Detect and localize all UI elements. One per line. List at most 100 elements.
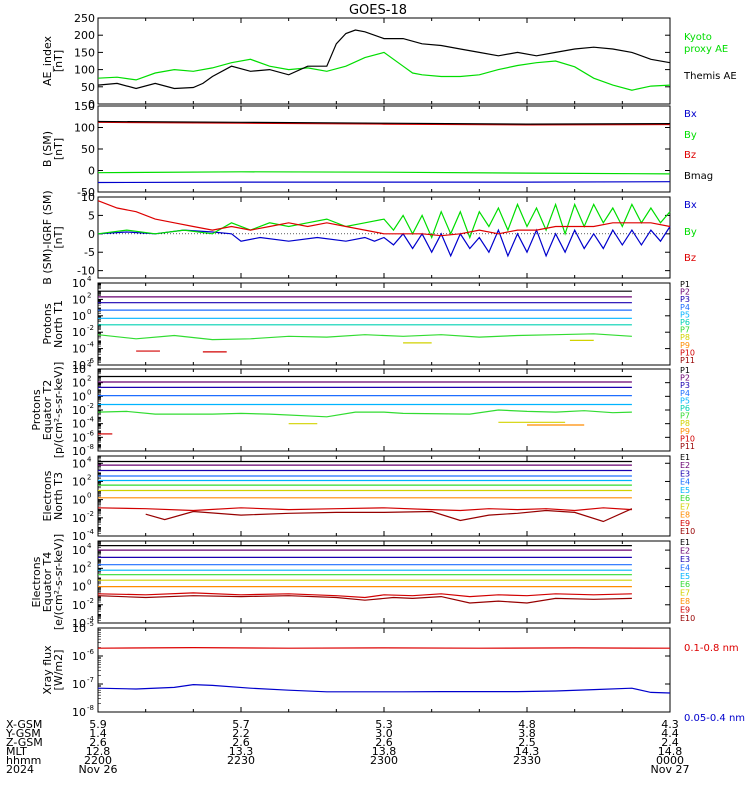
legend-label: Bx xyxy=(684,200,697,211)
time-axis-value: Nov 26 xyxy=(79,763,118,776)
legend-label: P2 xyxy=(680,374,690,383)
y-tick-label: 150 xyxy=(74,46,95,59)
y-tick-label: 10 xyxy=(72,530,86,543)
legend-label: E9 xyxy=(680,606,690,615)
time-axis-value: 12.8 xyxy=(86,745,111,758)
legend-label: E4 xyxy=(680,478,690,487)
y-tick-label: 0 xyxy=(88,165,95,178)
series-line-E10 xyxy=(145,508,633,523)
ae-frame xyxy=(97,17,671,105)
legend-label: P8 xyxy=(680,419,690,428)
time-axis-row-label: 2024 xyxy=(6,763,34,776)
y-axis-label: B (SM) xyxy=(41,131,54,167)
y-tick-exponent: 2 xyxy=(87,560,91,568)
series-line-By xyxy=(97,202,671,240)
time-axis-value: 2200 xyxy=(84,754,112,767)
y-tick-exponent: 0 xyxy=(87,388,91,396)
y-tick-label: -50 xyxy=(77,186,95,199)
legend-label: E10 xyxy=(680,527,695,536)
y-tick-exponent: -2 xyxy=(87,510,94,518)
series-line-0-1-0-8-nm xyxy=(97,646,671,649)
time-axis-row-label: Y-GSM xyxy=(5,727,41,740)
legend-label: E1 xyxy=(680,453,690,462)
legend-label: Themis AE xyxy=(683,71,737,82)
series-line-0-05-0-4-nm xyxy=(97,683,671,694)
time-axis-value: 2.4 xyxy=(661,736,679,749)
legend-label: E9 xyxy=(680,519,690,528)
y-tick-exponent: 2 xyxy=(87,291,91,299)
y-tick-exponent: -2 xyxy=(87,597,94,605)
series-line-E10 xyxy=(97,595,632,604)
legend-label: P11 xyxy=(680,442,695,451)
legend-label: Bmag xyxy=(684,171,713,182)
y-tick-exponent: -6 xyxy=(87,648,95,656)
series-line-Bmag xyxy=(97,120,671,125)
legend-label: E7 xyxy=(680,502,690,511)
y-tick-exponent: -4 xyxy=(87,528,95,536)
legend-label: Kyoto xyxy=(684,32,712,43)
legend-label: P6 xyxy=(680,318,690,327)
y-tick-exponent: -8 xyxy=(87,704,94,712)
y-axis-label: [W/m2] xyxy=(52,650,65,691)
y-tick-label: 10 xyxy=(72,390,86,403)
plot-title: GOES-18 xyxy=(349,3,407,18)
y-tick-label: 5 xyxy=(88,209,95,222)
legend-label: 0.1-0.8 nm xyxy=(684,643,739,654)
y-tick-label: 10 xyxy=(72,512,86,525)
y-tick-label: 50 xyxy=(81,81,95,94)
legend-label: E2 xyxy=(680,461,690,470)
y-axis-label: Electrons xyxy=(41,470,54,521)
legend-label: Bx xyxy=(684,109,697,120)
y-axis-label: Electrons xyxy=(30,556,43,607)
y-tick-label: 10 xyxy=(72,650,86,663)
y-tick-label: 10 xyxy=(72,457,86,470)
legend-label: Bz xyxy=(684,150,696,161)
series-line-By xyxy=(97,171,671,175)
time-axis-value: 2230 xyxy=(227,754,255,767)
time-axis-row-label: hhmm xyxy=(6,754,41,767)
legend-label: P10 xyxy=(680,434,695,443)
y-axis-label: [nT] xyxy=(52,50,65,72)
y-tick-label: 10 xyxy=(72,359,86,372)
legend-label: P4 xyxy=(680,389,690,398)
protons_equator-frame xyxy=(97,368,671,452)
y-tick-label: 10 xyxy=(72,418,86,431)
electrons_north-frame xyxy=(97,455,671,537)
y-tick-label: 10 xyxy=(72,562,86,575)
time-axis-value: 5.9 xyxy=(89,718,107,731)
y-axis-label: [nT] xyxy=(52,138,65,160)
y-axis-label: Protons xyxy=(30,389,43,430)
y-tick-exponent: 4 xyxy=(87,275,92,283)
legend-label: P6 xyxy=(680,404,690,413)
y-tick-exponent: -2 xyxy=(87,324,94,332)
legend-label: E10 xyxy=(680,614,695,623)
time-axis-value: 4.4 xyxy=(661,727,679,740)
y-tick-exponent: -6 xyxy=(87,357,95,365)
legend-label: proxy AE xyxy=(684,44,728,55)
y-tick-exponent: 0 xyxy=(87,579,91,587)
y-axis-label: AE_index xyxy=(41,35,54,86)
legend-label: P3 xyxy=(680,381,690,390)
y-tick-label: 10 xyxy=(72,431,86,444)
legend-label: E6 xyxy=(680,494,690,503)
time-axis-table: X-GSM 5.9 5.7 5.3 4.8 4.3 Y-GSM 1.4 2.2 3.0 3.8 4.4… xyxy=(5,718,689,776)
time-axis-value: 0000 xyxy=(656,754,684,767)
b_igrf-panel: -10 -5 0 5 10 B (SM)-IGRF (SM)[nT] Bx By Bz xyxy=(41,190,697,284)
legend-label: E8 xyxy=(680,597,690,606)
legend-label: Bz xyxy=(684,253,696,264)
time-axis-row-label: Z-GSM xyxy=(6,736,43,749)
y-tick-label: 200 xyxy=(74,29,95,42)
time-axis-value: Nov 27 xyxy=(651,763,690,776)
legend-label: P8 xyxy=(680,333,690,342)
y-tick-label: -10 xyxy=(77,265,95,278)
legend-label: P1 xyxy=(680,280,690,289)
legend-label: P10 xyxy=(680,348,695,357)
y-tick-exponent: -4 xyxy=(87,341,95,349)
time-axis-value: 2300 xyxy=(370,754,398,767)
series-line-Bx xyxy=(97,181,671,184)
y-tick-label: 10 xyxy=(72,494,86,507)
y-tick-label: 10 xyxy=(72,581,86,594)
